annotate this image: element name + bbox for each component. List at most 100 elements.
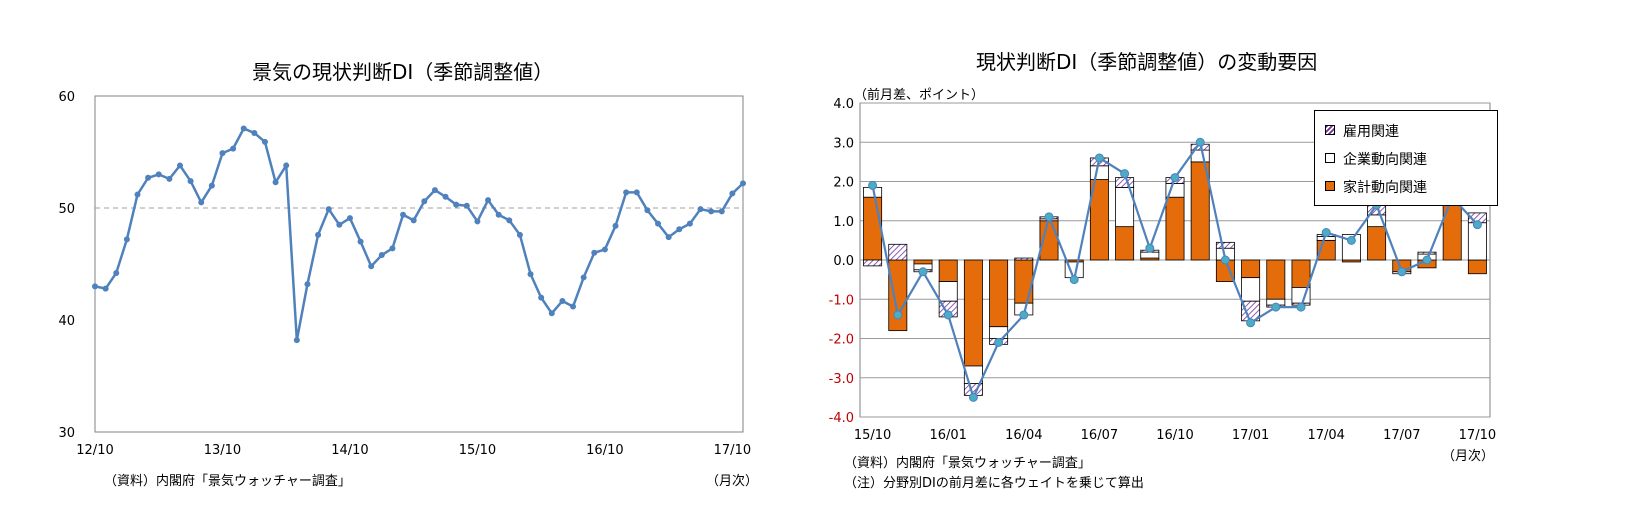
bar-segment-corporate [938, 281, 958, 302]
left-data-point [410, 217, 417, 224]
bar-segment-household [1367, 226, 1387, 261]
left-data-point [506, 217, 513, 224]
left-x-tick-label: 13/10 [204, 443, 241, 458]
right-legend: 雇用関連 企業動向関連 家計動向関連 [1314, 110, 1498, 206]
bar-segment-household [963, 259, 983, 367]
left-x-tick-label: 17/10 [714, 443, 751, 458]
total-change-point [1271, 302, 1281, 312]
left-data-point [336, 221, 343, 228]
left-data-point [431, 187, 438, 194]
right-y-tick-label: -2.0 [829, 333, 854, 348]
right-unit-label: （月次） [1442, 449, 1495, 464]
left-data-point [219, 150, 226, 157]
bar-segment-household [1291, 259, 1311, 288]
right-y-tick-label: 3.0 [833, 136, 854, 151]
left-plot-area [94, 95, 744, 433]
total-change-point [1019, 310, 1029, 320]
legend-label-employment: 雇用関連 [1343, 124, 1399, 140]
left-data-point [113, 269, 120, 276]
right-x-tick-label: 15/10 [854, 428, 891, 443]
bar-segment-corporate [1089, 165, 1109, 180]
right-y-tick-label: 0.0 [833, 254, 854, 269]
left-data-point [740, 180, 746, 187]
left-data-point [474, 218, 481, 225]
left-x-tick-label: 14/10 [331, 443, 368, 458]
left-data-point [633, 189, 640, 196]
bar-segment-corporate [1140, 251, 1160, 259]
bar-segment-employment [1215, 241, 1235, 249]
left-data-point [400, 211, 407, 218]
total-change-point [1220, 255, 1230, 265]
left-data-point [102, 285, 109, 292]
bar-segment-household [1165, 196, 1185, 261]
left-data-point [176, 162, 183, 169]
left-chart-title: 景気の現状判断DI（季節調整値） [252, 60, 554, 84]
right-method-note: （注）分野別DIの前月差に各ウェイトを乗じて算出 [844, 476, 1144, 491]
left-data-point [729, 190, 736, 197]
right-y-tick-label: -4.0 [829, 411, 854, 426]
left-data-point [697, 206, 704, 213]
left-unit-label: （月次） [706, 474, 759, 489]
bar-segment-employment [1115, 177, 1135, 188]
right-x-tick-label: 17/01 [1232, 428, 1269, 443]
bar-segment-corporate [1316, 236, 1336, 241]
left-y-tick-label: 60 [58, 90, 75, 105]
left-data-point [134, 191, 141, 198]
right-chart-svg: 4.0 3.0 2.0 1.0 0.0 -1.0 -2.0 -3.0 -4.015/10 16/0… [829, 97, 1497, 443]
total-change-point [1422, 255, 1432, 265]
left-y-tick-label: 40 [58, 314, 75, 329]
left-data-point [623, 189, 630, 196]
bar-segment-household [989, 259, 1009, 328]
bar-segment-household [1266, 259, 1286, 300]
total-change-point [1246, 318, 1256, 328]
bar-segment-household [888, 259, 908, 332]
left-data-point [166, 175, 173, 182]
left-data-point [304, 281, 311, 288]
total-change-point [1094, 153, 1104, 163]
left-data-point [389, 245, 396, 252]
total-change-point [1170, 173, 1180, 183]
total-change-point [1145, 243, 1155, 253]
right-y-tick-label: -1.0 [829, 293, 854, 308]
left-source-note: （資料）内閣府「景気ウォッチャー調査」 [104, 474, 351, 489]
bar-segment-household [1241, 259, 1261, 279]
total-change-point [893, 310, 903, 320]
legend-item-employment: 雇用関連 [1325, 121, 1399, 141]
bar-segment-household [863, 196, 883, 261]
left-data-point [612, 222, 619, 229]
left-data-point [293, 337, 300, 344]
left-data-point [123, 236, 130, 243]
left-data-point [155, 171, 162, 178]
left-data-point [283, 162, 290, 169]
left-data-point [230, 145, 237, 152]
left-y-tick-label: 30 [58, 426, 75, 441]
legend-swatch-employment [1325, 125, 1335, 135]
left-data-point [453, 201, 460, 208]
left-data-point [527, 271, 534, 278]
bar-segment-employment [863, 259, 883, 267]
left-data-point [591, 249, 598, 256]
left-chart-panel: 景気の現状判断DI（季節調整値） 30 40 50 60 12/10 13/10 14/10… [58, 60, 759, 489]
right-x-tick-label: 16/04 [1005, 428, 1042, 443]
legend-item-corporate: 企業動向関連 [1325, 149, 1427, 169]
total-change-point [1321, 228, 1331, 238]
total-change-point [1346, 235, 1356, 245]
right-x-tick-label: 16/10 [1156, 428, 1193, 443]
bar-segment-employment [1417, 251, 1437, 255]
bar-segment-corporate [1241, 277, 1261, 302]
right-y-tick-label: 4.0 [833, 97, 854, 112]
right-y-tick-label: -3.0 [829, 372, 854, 387]
total-change-point [868, 180, 878, 190]
left-data-point [495, 211, 502, 218]
left-data-point [665, 234, 672, 241]
left-data-point [208, 182, 215, 189]
total-change-point [968, 392, 978, 402]
left-data-point [655, 220, 662, 227]
right-source-note: （資料）内閣府「景気ウォッチャー調査」 [844, 456, 1091, 471]
bar-segment-household [1115, 226, 1135, 261]
bar-segment-household [1442, 200, 1462, 261]
left-data-point [601, 246, 608, 253]
bar-segment-household [913, 259, 933, 265]
right-chart-title: 現状判断DI（季節調整値）の変動要因 [976, 50, 1318, 74]
left-data-point [272, 179, 279, 186]
